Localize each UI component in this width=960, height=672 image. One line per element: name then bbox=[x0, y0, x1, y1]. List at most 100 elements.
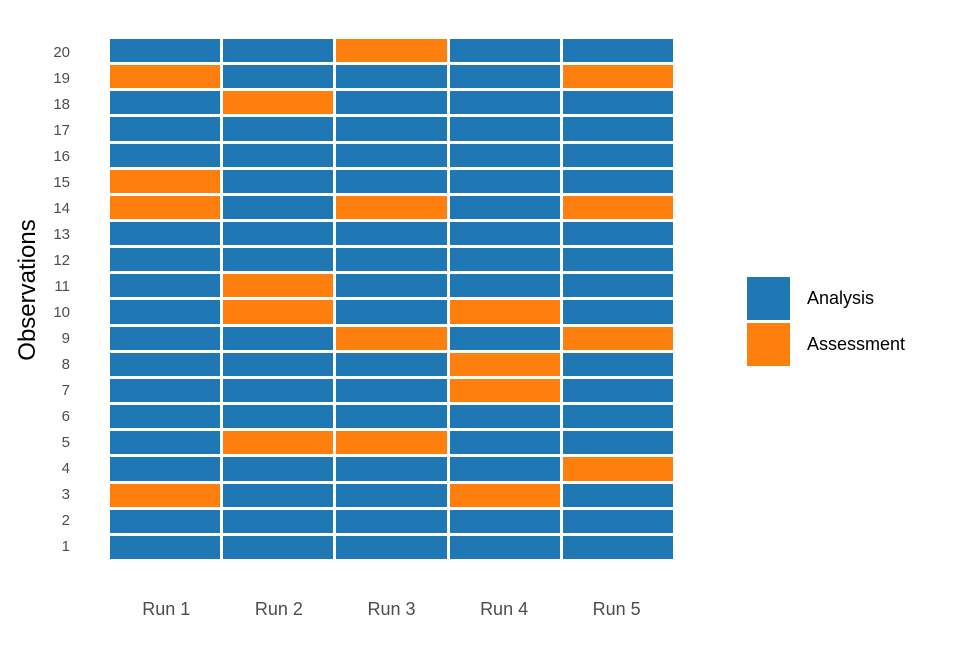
heatmap-cell bbox=[562, 143, 673, 167]
y-tick-label: 16 bbox=[53, 147, 70, 165]
legend-item: Assessment bbox=[747, 323, 905, 366]
y-tick-label: 4 bbox=[61, 459, 70, 477]
heatmap-cell bbox=[336, 65, 447, 89]
y-tick-label: 2 bbox=[61, 511, 70, 529]
heatmap-cell bbox=[223, 431, 334, 455]
y-tick-label: 7 bbox=[61, 381, 70, 399]
heatmap-cell bbox=[449, 91, 560, 115]
heatmap-cell bbox=[336, 431, 447, 455]
heatmap-cell bbox=[449, 300, 560, 324]
heatmap-cell bbox=[223, 143, 334, 167]
heatmap-cell bbox=[449, 169, 560, 193]
heatmap-cell bbox=[110, 535, 221, 559]
legend: Analysis Assessment bbox=[747, 277, 905, 366]
heatmap-cell bbox=[449, 195, 560, 220]
heatmap-cell bbox=[449, 274, 560, 298]
heatmap-cell bbox=[449, 326, 560, 350]
heatmap-cell bbox=[562, 65, 673, 89]
heatmap-cell bbox=[336, 195, 447, 220]
heatmap-cell bbox=[110, 509, 221, 533]
heatmap-cell bbox=[336, 143, 447, 167]
heatmap-cell bbox=[562, 222, 673, 246]
heatmap-cell bbox=[336, 326, 447, 350]
heatmap-cell bbox=[562, 457, 673, 481]
heatmap-cell bbox=[562, 535, 673, 559]
heatmap-cell bbox=[223, 195, 334, 220]
heatmap-cell bbox=[562, 248, 673, 272]
y-tick-label: 20 bbox=[53, 43, 70, 61]
heatmap-cell bbox=[110, 326, 221, 350]
y-tick-label: 11 bbox=[54, 277, 70, 295]
y-tick-label: 14 bbox=[53, 199, 70, 217]
heatmap-cell bbox=[110, 222, 221, 246]
heatmap-cell bbox=[449, 248, 560, 272]
heatmap-cell bbox=[223, 326, 334, 350]
heatmap-cell bbox=[562, 326, 673, 350]
heatmap-cell bbox=[110, 274, 221, 298]
heatmap-cell bbox=[336, 509, 447, 533]
heatmap-cell bbox=[223, 405, 334, 429]
heatmap-cell bbox=[336, 457, 447, 481]
x-tick-label: Run 3 bbox=[367, 598, 416, 619]
heatmap-cell bbox=[449, 457, 560, 481]
y-tick-label: 12 bbox=[53, 251, 70, 269]
heatmap-cell bbox=[223, 222, 334, 246]
y-tick-label: 15 bbox=[53, 173, 70, 191]
y-tick-label: 1 bbox=[61, 537, 70, 555]
heatmap-cell bbox=[449, 431, 560, 455]
heatmap-cell bbox=[110, 143, 221, 167]
heatmap-grid bbox=[110, 39, 673, 559]
heatmap-cell bbox=[223, 378, 334, 403]
heatmap-cell bbox=[449, 509, 560, 533]
heatmap-cell bbox=[223, 457, 334, 481]
heatmap-cell bbox=[562, 431, 673, 455]
legend-item: Analysis bbox=[747, 277, 905, 320]
legend-swatch bbox=[747, 277, 790, 320]
heatmap-cell bbox=[562, 117, 673, 141]
y-tick-label: 13 bbox=[53, 225, 70, 243]
heatmap-cell bbox=[449, 378, 560, 403]
heatmap-cell bbox=[110, 195, 221, 220]
heatmap-cell bbox=[110, 65, 221, 89]
heatmap-cell bbox=[223, 91, 334, 115]
x-tick-label: Run 4 bbox=[480, 598, 529, 619]
heatmap-cell bbox=[562, 274, 673, 298]
heatmap-cell bbox=[562, 169, 673, 193]
y-tick-label: 6 bbox=[61, 407, 70, 425]
heatmap-cell bbox=[449, 405, 560, 429]
y-axis-ticks: 20 19 18 17 16 15 14 13 12 11 10 9 8 7 6 5 4 3 2 1 bbox=[30, 39, 70, 559]
heatmap-cell bbox=[449, 39, 560, 63]
heatmap-cell bbox=[449, 483, 560, 507]
heatmap-cell bbox=[562, 39, 673, 63]
heatmap-cell bbox=[223, 535, 334, 559]
heatmap-cell bbox=[336, 378, 447, 403]
heatmap-cell bbox=[336, 222, 447, 246]
heatmap-cell bbox=[223, 117, 334, 141]
heatmap-cell bbox=[336, 117, 447, 141]
heatmap-cell bbox=[336, 274, 447, 298]
x-tick-label: Run 5 bbox=[592, 598, 641, 619]
legend-swatch bbox=[747, 323, 790, 366]
y-tick-label: 8 bbox=[61, 355, 70, 373]
heatmap-cell bbox=[223, 248, 334, 272]
heatmap-cell bbox=[110, 300, 221, 324]
heatmap-cell bbox=[562, 352, 673, 376]
heatmap-cell bbox=[449, 65, 560, 89]
y-tick-label: 10 bbox=[53, 303, 70, 321]
y-tick-label: 18 bbox=[53, 95, 70, 113]
heatmap-cell bbox=[336, 405, 447, 429]
heatmap-cell bbox=[336, 535, 447, 559]
legend-label: Analysis bbox=[807, 288, 875, 308]
x-axis-ticks: Run 1 Run 2 Run 3 Run 4 Run 5 bbox=[110, 596, 673, 622]
x-tick-label: Run 1 bbox=[142, 598, 191, 619]
heatmap-cell bbox=[110, 405, 221, 429]
y-tick-label: 5 bbox=[61, 433, 70, 451]
heatmap-cell bbox=[336, 39, 447, 63]
heatmap-cell bbox=[562, 195, 673, 220]
heatmap-cell bbox=[223, 352, 334, 376]
y-tick-label: 3 bbox=[61, 485, 70, 503]
y-tick-label: 17 bbox=[53, 121, 70, 139]
heatmap-cell bbox=[223, 509, 334, 533]
heatmap-cell bbox=[449, 143, 560, 167]
heatmap-cell bbox=[449, 222, 560, 246]
